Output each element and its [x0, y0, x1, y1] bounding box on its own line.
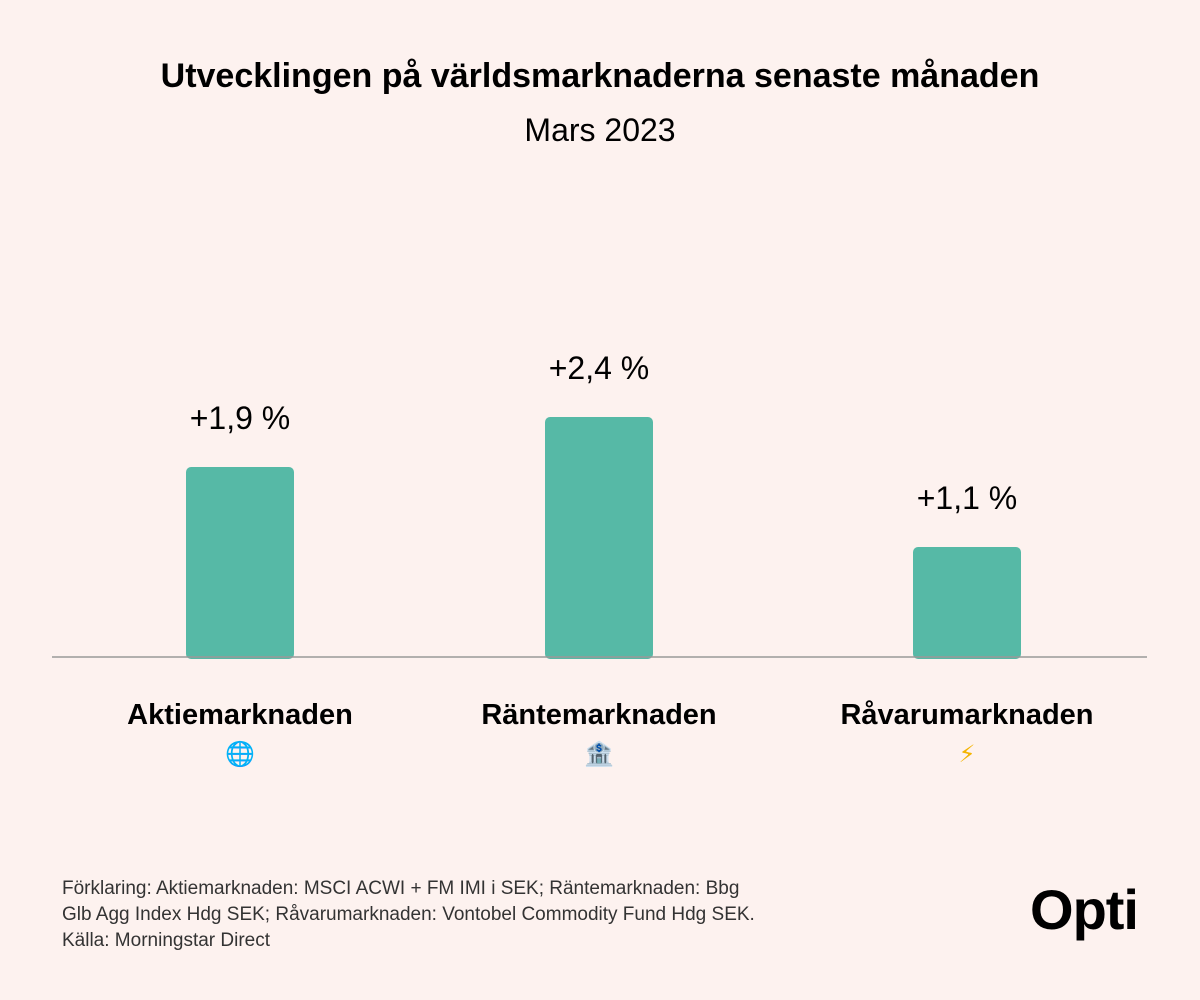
bar-chart: +1,9 % Aktiemarknaden 🌐 +2,4 % Räntemarknade… — [52, 350, 1147, 768]
globe-icon: 🌐 — [225, 740, 255, 768]
value-label: +2,4 % — [549, 350, 650, 386]
value-label: +1,1 % — [917, 480, 1018, 516]
footnote-line: Källa: Morningstar Direct — [62, 930, 271, 951]
bank-icon: 🏦 — [584, 740, 614, 768]
footnote: Förklaring: Aktiemarknaden: MSCI ACWI + … — [62, 876, 922, 954]
bar-räntemarknaden — [545, 417, 653, 659]
category-label: Aktiemarknaden — [127, 699, 353, 731]
chart-title: Utvecklingen på världsmarknaderna senast… — [160, 57, 1040, 95]
bar-aktiemarknaden — [186, 467, 294, 659]
footnote-line: Glb Agg Index Hdg SEK; Råvarumarknaden: … — [62, 904, 755, 925]
value-label: +1,9 % — [190, 400, 291, 436]
chart-subtitle: Mars 2023 — [524, 112, 676, 148]
bar-råvarumarknaden — [913, 547, 1021, 659]
opti-logo: Opti — [1030, 878, 1139, 941]
category-label: Räntemarknaden — [481, 699, 716, 731]
footnote-line: Förklaring: Aktiemarknaden: MSCI ACWI + … — [62, 878, 740, 899]
chart-header: Utvecklingen på världsmarknaderna senast… — [0, 52, 1200, 152]
category-label: Råvarumarknaden — [840, 699, 1093, 731]
lightning-icon: ⚡ — [959, 740, 976, 768]
